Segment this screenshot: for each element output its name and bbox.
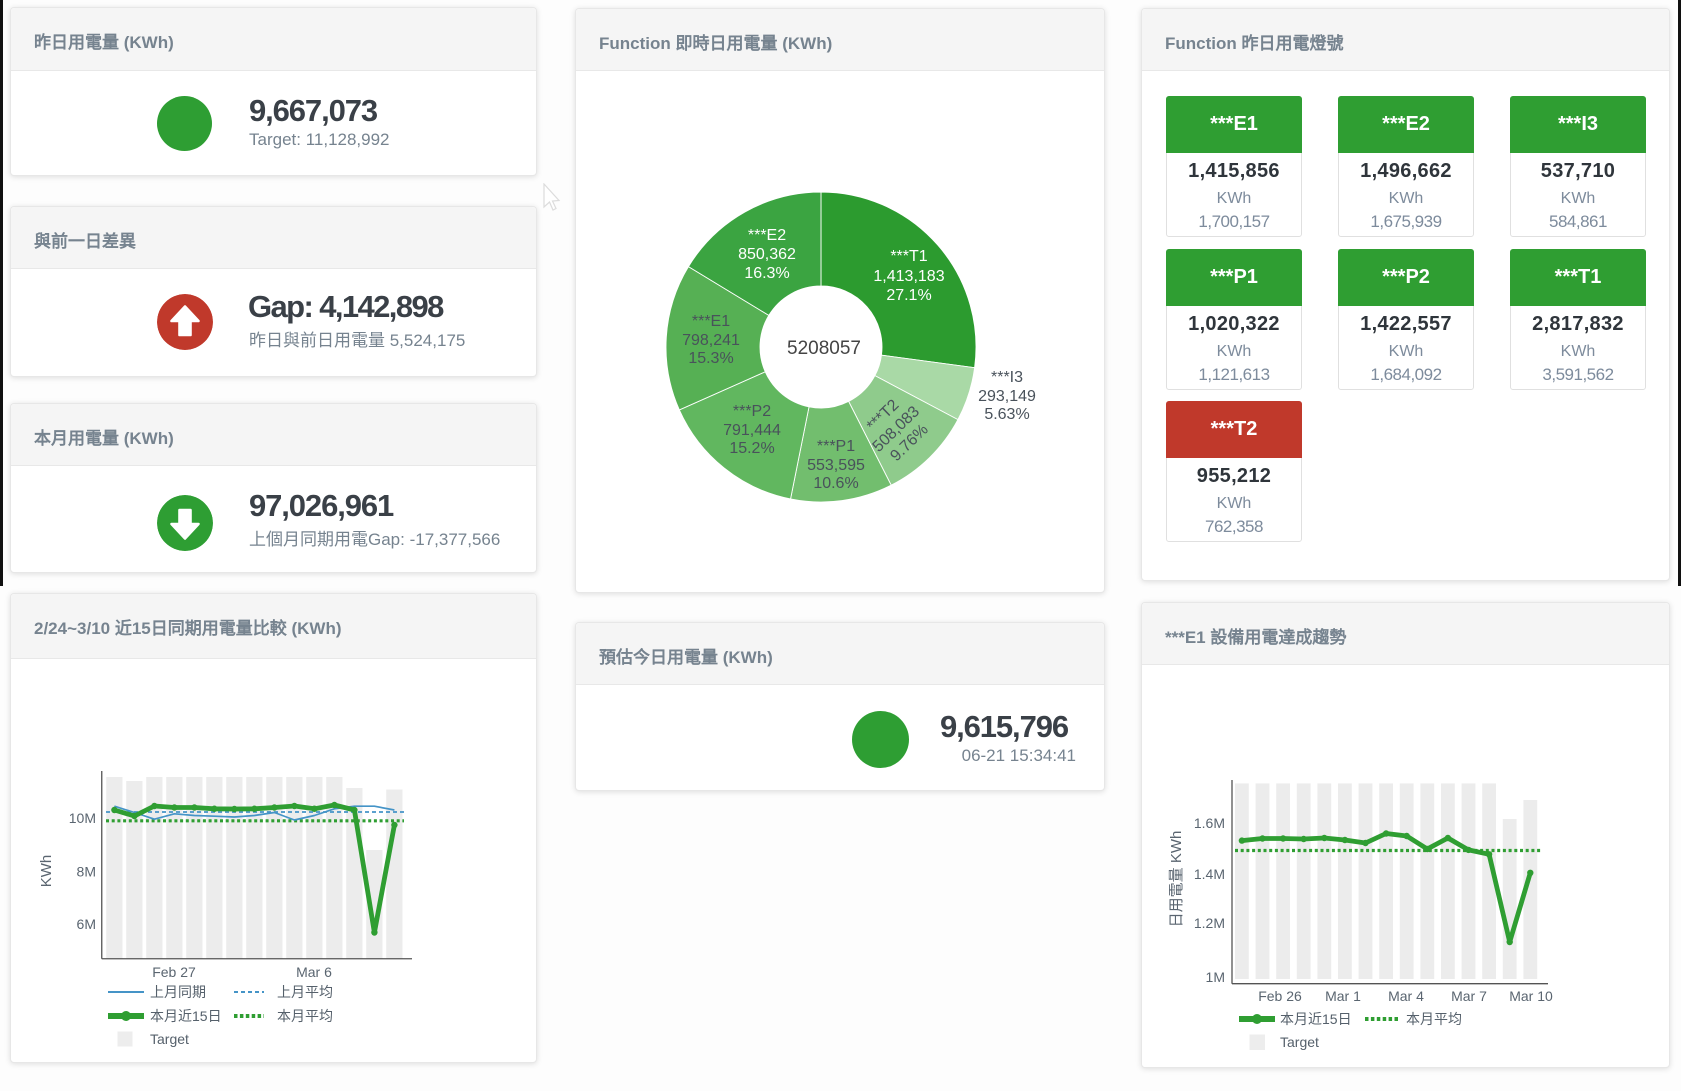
svg-text:10M: 10M xyxy=(69,810,96,826)
svg-text:27.1%: 27.1% xyxy=(886,287,931,304)
svg-text:791,444: 791,444 xyxy=(723,422,781,439)
svg-text:293,149: 293,149 xyxy=(978,388,1036,405)
svg-text:***E2: ***E2 xyxy=(748,227,786,244)
svg-text:1M: 1M xyxy=(1206,969,1225,985)
svg-text:Mar 4: Mar 4 xyxy=(1388,988,1424,1004)
svg-text:本月平均: 本月平均 xyxy=(277,1008,333,1024)
svg-text:Mar 10: Mar 10 xyxy=(1509,988,1553,1004)
svg-text:Target: Target xyxy=(150,1031,189,1047)
svg-text:15.2%: 15.2% xyxy=(729,440,774,457)
svg-text:1.2M: 1.2M xyxy=(1194,915,1225,931)
svg-text:上月同期: 上月同期 xyxy=(150,984,206,1000)
svg-text:15.3%: 15.3% xyxy=(688,350,733,367)
svg-text:***T1: ***T1 xyxy=(890,248,927,265)
svg-text:***P2: ***P2 xyxy=(733,403,771,420)
svg-text:1.6M: 1.6M xyxy=(1194,815,1225,831)
svg-text:本月平均: 本月平均 xyxy=(1406,1011,1462,1027)
svg-text:本月近15日: 本月近15日 xyxy=(150,1008,222,1024)
svg-text:8M: 8M xyxy=(77,864,96,880)
svg-text:***I3: ***I3 xyxy=(991,369,1023,386)
svg-text:553,595: 553,595 xyxy=(807,457,865,474)
svg-text:***P1: ***P1 xyxy=(817,438,855,455)
svg-text:上月平均: 上月平均 xyxy=(277,984,333,1000)
svg-text:1.4M: 1.4M xyxy=(1194,866,1225,882)
svg-text:Feb 26: Feb 26 xyxy=(1258,988,1302,1004)
svg-text:Mar 6: Mar 6 xyxy=(296,964,332,980)
svg-text:6M: 6M xyxy=(77,916,96,932)
svg-text:***E1: ***E1 xyxy=(692,313,730,330)
svg-text:798,241: 798,241 xyxy=(682,332,740,349)
svg-text:16.3%: 16.3% xyxy=(744,265,789,282)
svg-text:Mar 7: Mar 7 xyxy=(1451,988,1487,1004)
svg-text:本月近15日: 本月近15日 xyxy=(1280,1011,1352,1027)
svg-text:Target: Target xyxy=(1280,1034,1319,1050)
svg-text:5208057: 5208057 xyxy=(787,338,861,359)
svg-text:Mar 1: Mar 1 xyxy=(1325,988,1361,1004)
svg-text:850,362: 850,362 xyxy=(738,246,796,263)
svg-text:1,413,183: 1,413,183 xyxy=(873,268,944,285)
svg-text:KWh: KWh xyxy=(38,855,55,888)
svg-text:Feb 27: Feb 27 xyxy=(152,964,196,980)
svg-text:5.63%: 5.63% xyxy=(984,406,1029,423)
svg-text:10.6%: 10.6% xyxy=(813,475,858,492)
svg-text:日用電量 KWh: 日用電量 KWh xyxy=(1168,831,1185,928)
